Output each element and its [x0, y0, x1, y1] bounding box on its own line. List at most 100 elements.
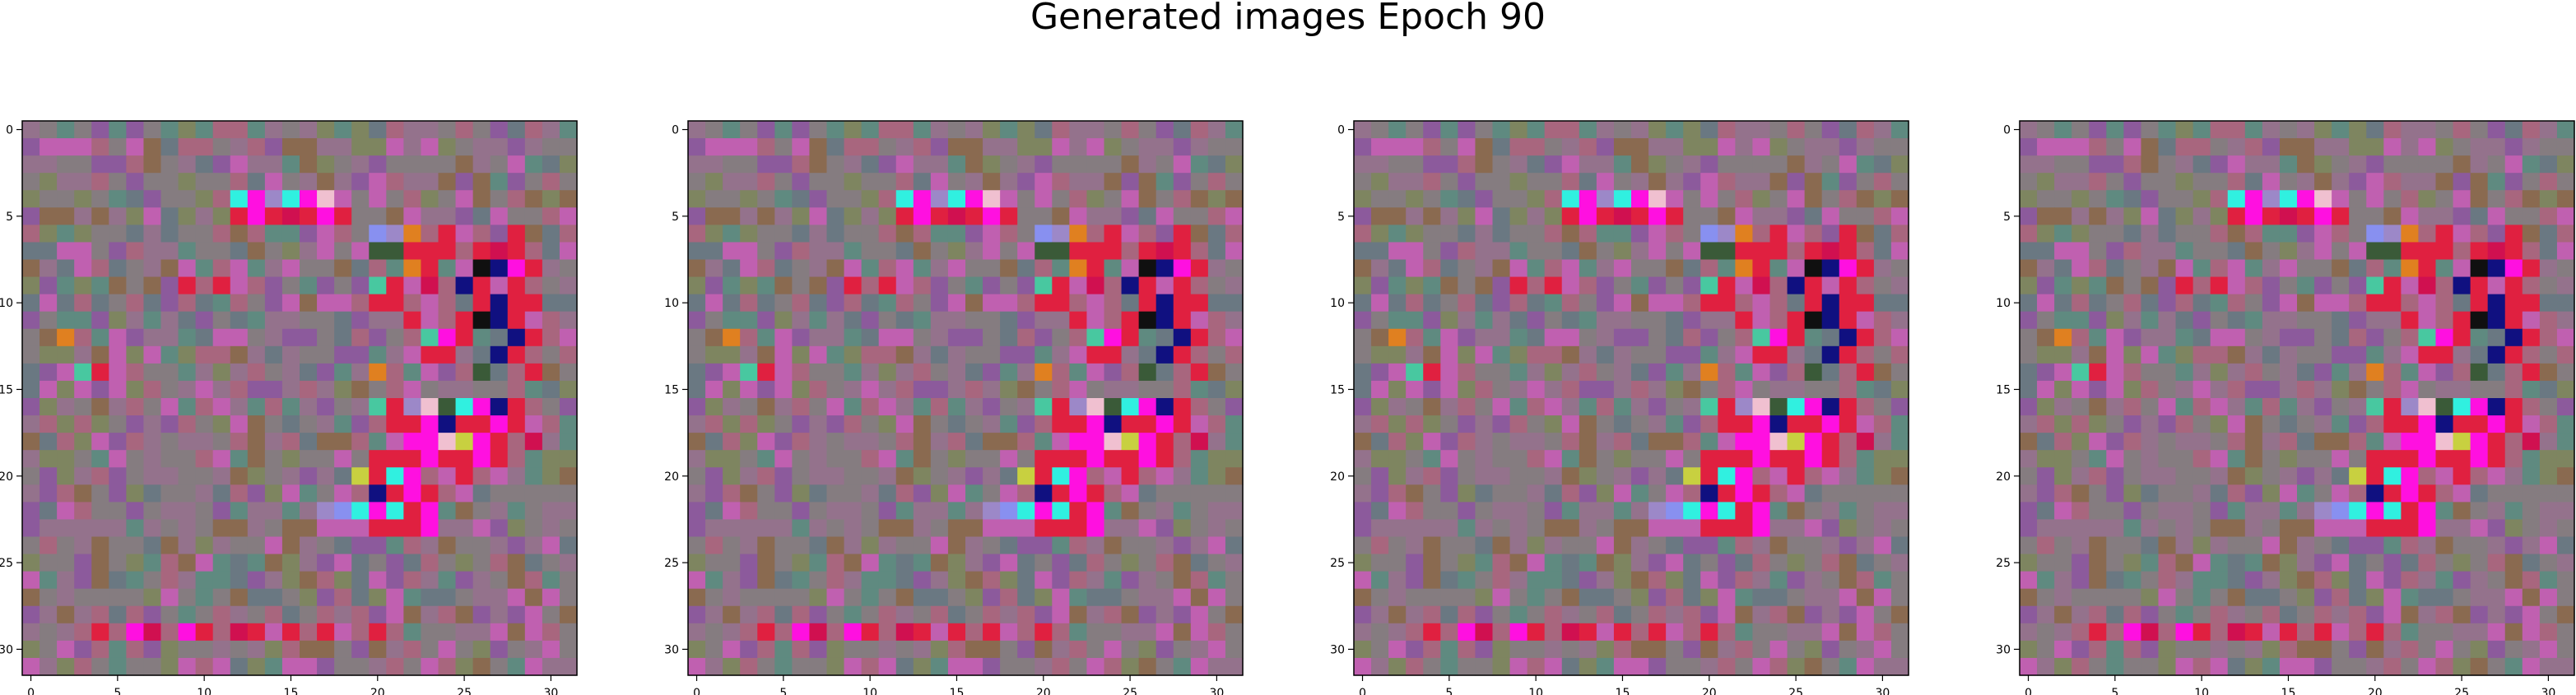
pixel: [57, 433, 75, 451]
pixel: [1475, 225, 1494, 243]
pixel: [1000, 605, 1018, 624]
pixel: [2522, 190, 2541, 208]
pixel: [1440, 363, 1458, 382]
pixel: [57, 328, 75, 347]
pixel: [1104, 605, 1123, 624]
pixel: [861, 467, 880, 485]
pixel: [1458, 380, 1476, 399]
pixel: [2487, 433, 2506, 451]
pixel: [421, 415, 439, 433]
pixel: [2037, 554, 2055, 572]
pixel: [1631, 657, 1649, 676]
pixel: [2106, 588, 2124, 607]
pixel: [1138, 433, 1157, 451]
pixel: [1190, 294, 1209, 313]
pixel: [22, 640, 40, 659]
pixel: [2522, 484, 2541, 503]
pixel: [91, 588, 109, 607]
pixel: [2158, 363, 2177, 382]
pixel: [913, 398, 932, 416]
pixel: [2071, 207, 2090, 225]
pixel: [559, 657, 578, 676]
pixel: [1544, 536, 1563, 555]
pixel: [2435, 276, 2454, 295]
pixel: [2037, 415, 2055, 433]
pixel: [1138, 571, 1157, 590]
pixel: [40, 657, 58, 676]
pixel: [2210, 605, 2229, 624]
pixel: [317, 640, 335, 659]
pixel: [507, 276, 526, 295]
pixel: [2556, 605, 2575, 624]
pixel: [861, 640, 880, 659]
pixel: [2349, 276, 2367, 295]
pixel: [1458, 554, 1476, 572]
pixel: [2158, 259, 2177, 278]
pixel: [947, 259, 966, 278]
pixel: [109, 536, 127, 555]
pixel: [792, 207, 811, 225]
pixel: [895, 398, 914, 416]
pixel: [351, 467, 370, 485]
pixel: [230, 502, 249, 521]
pixel: [1787, 276, 1806, 295]
pixel: [809, 345, 828, 364]
pixel: [878, 450, 897, 468]
pixel: [57, 657, 75, 676]
pixel: [2054, 242, 2072, 261]
pixel: [1804, 363, 1823, 382]
pixel: [826, 657, 845, 676]
pixel: [1700, 554, 1718, 572]
pixel: [455, 155, 474, 174]
pixel: [1035, 190, 1053, 208]
pixel: [1388, 657, 1407, 676]
pixel: [160, 450, 179, 468]
pixel: [1631, 138, 1649, 156]
pixel: [792, 657, 811, 676]
pixel: [143, 259, 162, 278]
pixel: [2435, 345, 2454, 364]
pixel: [403, 484, 422, 503]
pixel: [2210, 328, 2229, 347]
pixel: [947, 623, 966, 642]
pixel: [1839, 259, 1858, 278]
pixel: [126, 311, 145, 330]
pixel: [2054, 398, 2072, 416]
pixel: [723, 502, 741, 521]
pixel: [757, 190, 775, 208]
pixel: [757, 588, 775, 607]
pixel: [688, 173, 706, 191]
pixel: [1052, 571, 1070, 590]
pixel: [126, 588, 145, 607]
pixel: [2175, 398, 2194, 416]
pixel: [40, 415, 58, 433]
pixel: [1873, 294, 1892, 313]
pixel: [1787, 519, 1806, 538]
pixel: [126, 363, 145, 382]
pixel: [421, 225, 439, 243]
pixel: [861, 502, 880, 521]
pixel: [160, 640, 179, 659]
pixel: [542, 640, 560, 659]
pixel: [1509, 640, 1528, 659]
pixel: [1821, 225, 1840, 243]
pixel: [57, 554, 75, 572]
pixel: [1000, 138, 1018, 156]
y-tick-label: 15: [0, 383, 13, 396]
pixel: [2071, 623, 2090, 642]
pixel: [792, 225, 811, 243]
y-tick-label: 15: [664, 383, 679, 396]
pixel: [126, 502, 145, 521]
pixel: [1631, 571, 1649, 590]
pixel: [1769, 363, 1788, 382]
pixel: [1225, 398, 1244, 416]
pixel: [490, 207, 509, 225]
pixel: [40, 467, 58, 485]
pixel: [160, 311, 179, 330]
pixel: [1873, 173, 1892, 191]
pixel: [895, 588, 914, 607]
pixel: [334, 173, 352, 191]
pixel: [2158, 605, 2177, 624]
pixel: [1388, 242, 1407, 261]
pixel: [2383, 328, 2402, 347]
